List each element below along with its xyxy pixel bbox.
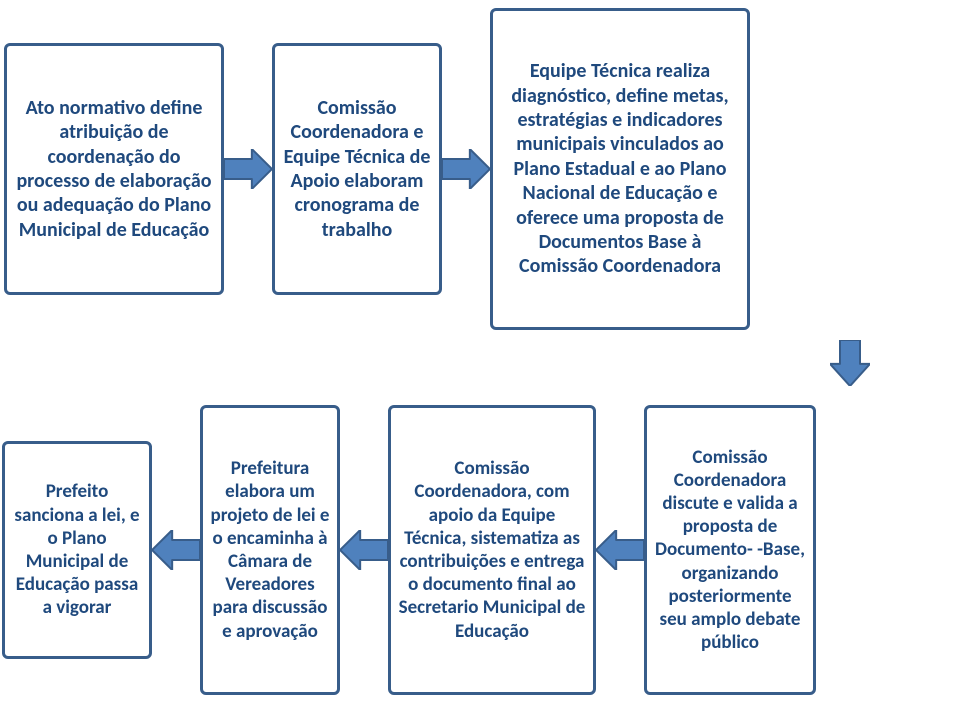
flow-box-comissao-sistematiza: Comissão Coordenadora, com apoio da Equi… — [388, 405, 596, 695]
flow-box-text: Prefeito sanciona a lei, e o Plano Munic… — [11, 480, 143, 619]
flow-box-text: Comissão Coordenadora e Equipe Técnica d… — [281, 96, 433, 242]
flow-arrow-left — [152, 530, 200, 570]
flow-arrow-left — [340, 530, 388, 570]
flow-arrow-vertical — [830, 340, 870, 386]
flow-box-text: Equipe Técnica realiza diagnóstico, defi… — [499, 59, 741, 279]
flow-row-bottom: Prefeito sanciona a lei, e o Plano Munic… — [0, 400, 960, 700]
flow-arrow-right — [442, 149, 490, 189]
flow-arrow-left — [596, 530, 644, 570]
flow-box-equipe-diagnostico: Equipe Técnica realiza diagnóstico, defi… — [490, 8, 750, 330]
flow-box-text: Comissão Coordenadora, com apoio da Equi… — [397, 457, 587, 642]
flow-box-prefeito-sanciona: Prefeito sanciona a lei, e o Plano Munic… — [2, 441, 152, 659]
flow-row-top: Ato normativo define atribuição de coord… — [0, 4, 960, 334]
flow-box-prefeitura-projeto: Prefeitura elabora um projeto de lei e o… — [200, 405, 340, 695]
flow-box-comissao-discute: Comissão Coordenadora discute e valida a… — [644, 405, 816, 695]
flow-box-comissao-cronograma: Comissão Coordenadora e Equipe Técnica d… — [272, 43, 442, 295]
flow-arrow-right — [224, 149, 272, 189]
flow-box-text: Ato normativo define atribuição de coord… — [13, 96, 215, 242]
flow-box-text: Prefeitura elabora um projeto de lei e o… — [209, 457, 331, 642]
flow-box-text: Comissão Coordenadora discute e valida a… — [653, 446, 807, 655]
flow-box-ato-normativo: Ato normativo define atribuição de coord… — [4, 43, 224, 295]
